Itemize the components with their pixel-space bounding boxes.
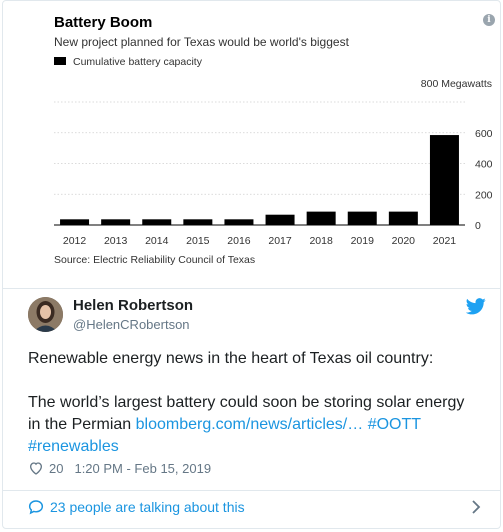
chevron-right-icon[interactable] bbox=[471, 500, 481, 514]
bar-2020 bbox=[388, 211, 418, 225]
x-tick-label: 2019 bbox=[351, 235, 375, 247]
author-handle[interactable]: @HelenCRobertson bbox=[73, 317, 190, 332]
tweet-line-1: Renewable energy news in the heart of Te… bbox=[28, 350, 434, 367]
x-tick-label: 2016 bbox=[227, 235, 251, 247]
avatar-image bbox=[28, 297, 63, 332]
grid bbox=[54, 101, 465, 195]
footer-divider bbox=[3, 490, 500, 491]
hashtag-oott[interactable]: #OOTT bbox=[367, 416, 421, 433]
tweet-text-body: The world’s largest battery could soon b… bbox=[28, 394, 465, 433]
tweet-meta: 20 1:20 PM - Feb 15, 2019 bbox=[28, 460, 211, 476]
chart-divider bbox=[3, 288, 500, 289]
author-name[interactable]: Helen Robertson bbox=[73, 297, 194, 314]
article-link[interactable]: bloomberg.com/news/articles/… bbox=[135, 416, 364, 433]
bar-2016 bbox=[224, 219, 254, 225]
hashtag-renewables[interactable]: #renewables bbox=[28, 438, 119, 455]
x-tick-label: 2017 bbox=[268, 235, 292, 247]
x-tick-label: 2021 bbox=[433, 235, 457, 247]
like-count[interactable]: 20 bbox=[49, 460, 64, 476]
heart-icon[interactable] bbox=[28, 460, 44, 476]
chart-subtitle: New project planned for Texas would be w… bbox=[54, 35, 350, 49]
unit-label: 800 Megawatts bbox=[421, 78, 492, 90]
y-tick-label: 0 bbox=[475, 220, 481, 232]
x-tick-label: 2015 bbox=[186, 235, 210, 247]
legend-label: Cumulative battery capacity bbox=[73, 56, 203, 68]
bar-2019 bbox=[347, 211, 377, 225]
chart-title: Battery Boom bbox=[54, 14, 152, 31]
x-tick-label: 2018 bbox=[309, 235, 333, 247]
x-tick-label: 2013 bbox=[104, 235, 128, 247]
bar-2021 bbox=[429, 135, 459, 225]
bar-2017 bbox=[265, 214, 295, 225]
bar-2013 bbox=[101, 219, 131, 225]
y-tick-labels: 0 200 400 600 bbox=[475, 128, 493, 232]
speech-bubble-icon bbox=[28, 500, 44, 515]
x-tick-labels: 2012 2013 2014 2015 2016 2017 2018 2019 2020 2021 bbox=[63, 235, 456, 247]
bar-2014 bbox=[142, 219, 172, 225]
conversation-label: 23 people are talking about this bbox=[50, 499, 245, 515]
battery-chart: Battery Boom New project planned for Tex… bbox=[54, 14, 493, 266]
timestamp[interactable]: 1:20 PM - Feb 15, 2019 bbox=[74, 460, 212, 476]
tweet-line-2: The world’s largest battery could soon b… bbox=[28, 392, 478, 458]
chart-image[interactable]: Battery Boom New project planned for Tex… bbox=[3, 1, 500, 288]
y-tick-label: 200 bbox=[475, 189, 493, 201]
bars bbox=[60, 135, 459, 225]
x-tick-label: 2012 bbox=[63, 235, 87, 247]
info-icon[interactable]: i bbox=[483, 14, 495, 26]
x-tick-label: 2020 bbox=[392, 235, 416, 247]
bar-2015 bbox=[183, 219, 213, 225]
twitter-bird-icon[interactable] bbox=[466, 298, 486, 315]
x-tick-label: 2014 bbox=[145, 235, 169, 247]
bar-2018 bbox=[306, 211, 336, 225]
y-tick-label: 600 bbox=[475, 128, 493, 140]
y-tick-label: 400 bbox=[475, 159, 493, 171]
bar-2012 bbox=[60, 219, 90, 225]
avatar[interactable] bbox=[28, 297, 63, 332]
tweet-text: Renewable energy news in the heart of Te… bbox=[28, 348, 478, 458]
chart-source: Source: Electric Reliability Council of … bbox=[54, 254, 255, 266]
conversation-link[interactable]: 23 people are talking about this bbox=[28, 499, 245, 515]
legend-swatch bbox=[54, 57, 66, 65]
